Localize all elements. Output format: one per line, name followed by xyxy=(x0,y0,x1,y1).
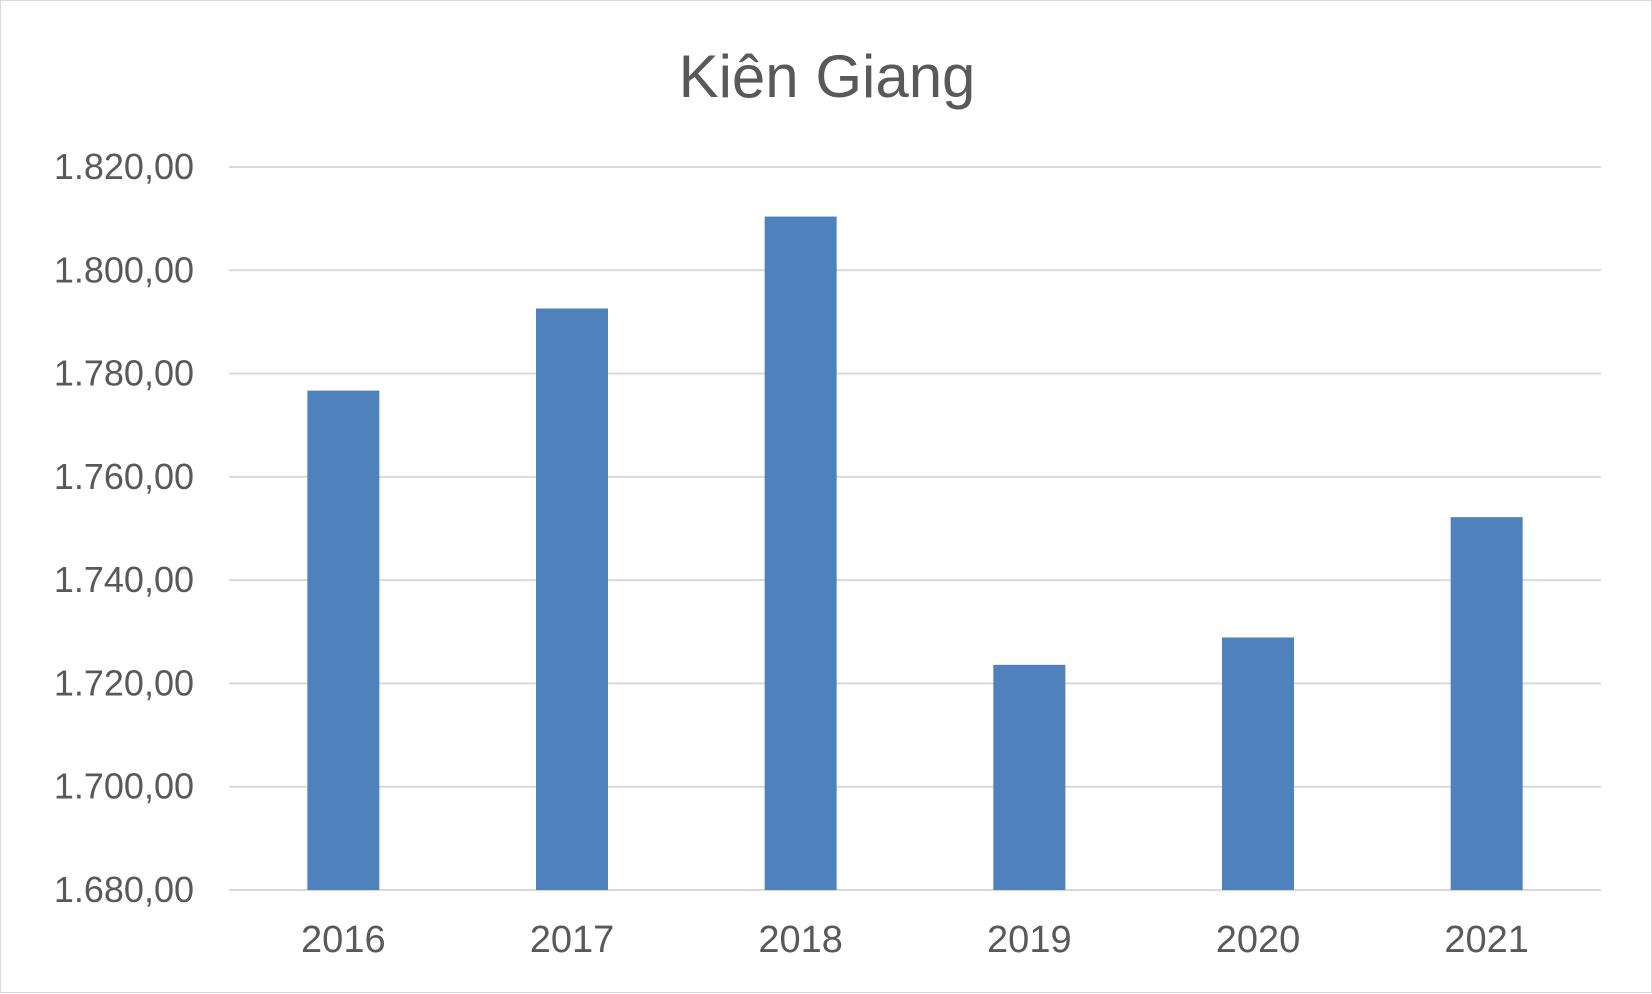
y-tick-label: 1.780,00 xyxy=(54,353,194,394)
bar-2016 xyxy=(307,390,380,890)
y-tick-label: 1.820,00 xyxy=(54,146,194,187)
x-tick-label: 2021 xyxy=(1444,919,1529,961)
y-tick-label: 1.760,00 xyxy=(54,456,194,497)
y-tick-label: 1.700,00 xyxy=(54,766,194,807)
bar-2017 xyxy=(536,308,608,890)
bar-2021 xyxy=(1450,517,1523,890)
chart-title: Kiên Giang xyxy=(679,43,976,110)
y-tick-label: 1.720,00 xyxy=(54,662,194,703)
x-tick-label: 2017 xyxy=(530,919,615,961)
y-tick-label: 1.740,00 xyxy=(54,559,194,600)
bar-2018 xyxy=(764,216,837,890)
x-tick-label: 2018 xyxy=(758,919,843,961)
y-axis-ticks: 1.680,00 1.700,00 1.720,00 1.740,00 1.760,00… xyxy=(54,146,194,910)
x-axis-ticks: 2016 2017 2018 2019 2020 2021 xyxy=(301,919,1529,961)
x-tick-label: 2019 xyxy=(987,919,1072,961)
bar-2019 xyxy=(993,664,1066,890)
bars xyxy=(307,216,1523,890)
bar-2020 xyxy=(1222,637,1294,890)
y-tick-label: 1.680,00 xyxy=(54,869,194,910)
y-tick-label: 1.800,00 xyxy=(54,249,194,290)
x-tick-label: 2020 xyxy=(1216,919,1301,961)
gridlines xyxy=(229,166,1601,891)
x-tick-label: 2016 xyxy=(301,919,386,961)
